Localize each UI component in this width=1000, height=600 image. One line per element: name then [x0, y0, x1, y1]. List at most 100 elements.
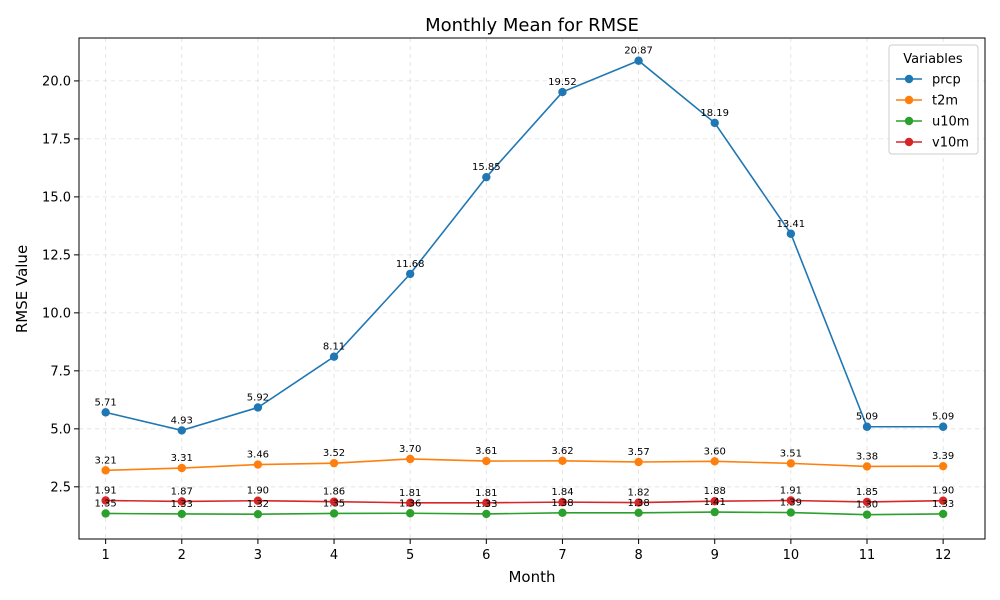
data-point-t2m: [938, 461, 948, 471]
data-point-prcp: [405, 269, 415, 279]
data-label-u10m: 1.33: [171, 499, 193, 510]
data-point-v10m: [862, 497, 872, 507]
x-tick-label: 5: [406, 548, 414, 563]
y-tick-label: 17.5: [42, 132, 71, 147]
y-tick-label: 12.5: [42, 248, 71, 263]
data-point-u10m: [786, 508, 796, 517]
data-label-prcp: 11.68: [396, 259, 425, 270]
y-tick-label: 7.5: [50, 364, 71, 379]
data-label-v10m: 1.85: [856, 487, 878, 498]
data-point-u10m: [101, 509, 110, 518]
data-label-prcp: 5.71: [95, 397, 117, 408]
data-label-v10m: 1.84: [551, 487, 573, 498]
data-point-t2m: [101, 466, 110, 475]
data-point-prcp: [482, 172, 491, 182]
x-tick-label: 7: [558, 548, 566, 563]
data-label-v10m: 1.81: [399, 488, 421, 499]
data-label-prcp: 5.09: [932, 412, 954, 423]
data-point-t2m: [862, 462, 872, 471]
data-label-t2m: 3.46: [247, 450, 269, 461]
data-label-u10m: 1.33: [475, 499, 497, 510]
data-point-prcp: [253, 403, 263, 412]
data-point-t2m: [253, 460, 263, 469]
data-label-prcp: 19.52: [548, 77, 577, 88]
x-tick-label: 10: [783, 548, 800, 563]
data-point-prcp: [862, 422, 872, 431]
data-point-u10m: [938, 509, 948, 519]
legend-entries: prcp t2m u10m v10m: [896, 73, 969, 151]
y-axis-title: RMSE Value: [13, 245, 31, 333]
data-point-prcp: [938, 422, 948, 431]
data-point-u10m: [329, 509, 339, 518]
data-label-v10m: 1.90: [247, 486, 269, 497]
data-label-v10m: 1.87: [171, 486, 193, 497]
legend-marker-u10m: [904, 116, 914, 126]
x-tick-label: 6: [482, 548, 490, 563]
data-label-u10m: 1.38: [627, 498, 649, 509]
y-axis-ticks: 2.5 5.0 7.5 10.0 12.5 15.0 17.5 20.0: [42, 74, 79, 495]
data-point-t2m: [329, 458, 339, 468]
legend: Variables prcp t2m u10m v10m: [888, 44, 979, 155]
data-point-v10m: [938, 496, 948, 505]
data-label-prcp: 8.11: [323, 342, 345, 353]
x-tick-label: 8: [634, 548, 642, 563]
legend-box: [888, 44, 979, 155]
legend-label-u10m: u10m: [932, 115, 969, 130]
data-point-v10m: [177, 497, 186, 506]
x-tick-label: 4: [330, 548, 338, 563]
data-label-v10m: 1.81: [475, 488, 497, 499]
data-label-u10m: 1.38: [551, 498, 573, 509]
x-tick-label: 3: [254, 548, 262, 563]
data-label-v10m: 1.82: [627, 488, 649, 499]
data-label-u10m: 1.35: [323, 498, 345, 509]
data-label-t2m: 3.60: [704, 446, 726, 457]
series-line-v10m: [105, 499, 944, 504]
legend-marker-t2m: [904, 95, 914, 105]
x-tick-label: 12: [935, 548, 952, 563]
data-point-prcp: [329, 352, 339, 361]
chart-title: Monthly Mean for RMSE: [425, 15, 639, 36]
data-point-t2m: [634, 457, 643, 467]
data-point-u10m: [558, 508, 567, 517]
data-point-v10m: [558, 497, 567, 507]
grid: [79, 38, 985, 539]
data-label-t2m: 3.38: [856, 451, 878, 462]
series-line-prcp: [105, 59, 944, 432]
data-labels: 5.71 4.93 5.92 8.11 11.68 15.85 19.52 20.87 18.1…: [95, 46, 955, 511]
y-tick-label: 10.0: [42, 306, 71, 321]
data-label-u10m: 1.35: [95, 498, 117, 509]
data-point-prcp: [177, 426, 186, 435]
data-label-prcp: 5.92: [247, 392, 269, 403]
data-point-u10m: [634, 508, 643, 517]
y-tick-label: 15.0: [42, 190, 71, 205]
data-label-u10m: 1.41: [704, 497, 726, 508]
data-label-u10m: 1.33: [932, 499, 954, 510]
data-point-v10m: [634, 498, 643, 507]
data-label-u10m: 1.36: [399, 498, 421, 509]
data-point-t2m: [405, 454, 415, 464]
legend-label-v10m: v10m: [932, 136, 969, 151]
y-tick-label: 2.5: [50, 480, 71, 495]
data-point-prcp: [710, 118, 719, 128]
data-label-v10m: 1.90: [932, 486, 954, 497]
data-label-u10m: 1.32: [247, 499, 269, 510]
data-label-t2m: 3.61: [475, 446, 497, 457]
data-label-prcp: 15.85: [472, 162, 501, 173]
data-point-v10m: [710, 496, 719, 506]
x-axis-ticks: 1 2 3 4 5 6 7 8 9 10 11 12: [102, 539, 952, 563]
plot-area-frame: [78, 37, 986, 540]
data-point-prcp: [786, 229, 796, 238]
data-label-u10m: 1.30: [856, 500, 878, 511]
data-label-t2m: 3.62: [551, 446, 573, 457]
data-label-v10m: 1.91: [780, 485, 802, 496]
data-point-u10m: [482, 509, 491, 519]
data-label-v10m: 1.88: [704, 486, 726, 497]
x-axis-title: Month: [508, 568, 555, 586]
data-point-prcp: [634, 56, 643, 65]
x-tick-label: 2: [178, 548, 186, 563]
data-label-prcp: 20.87: [624, 46, 653, 57]
data-point-v10m: [405, 498, 415, 508]
data-point-u10m: [862, 510, 872, 519]
data-label-t2m: 3.70: [399, 444, 421, 455]
